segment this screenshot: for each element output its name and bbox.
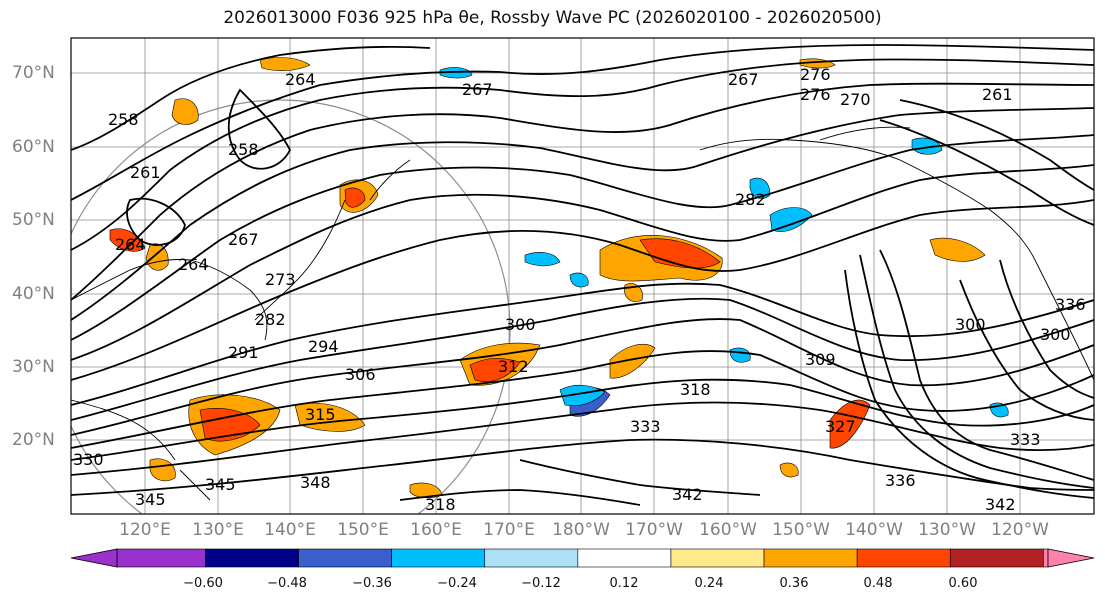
contour-label: 333 [1010,430,1041,449]
contour-label: 300 [505,315,536,334]
colorbar-tick-label: −0.48 [267,576,307,591]
coastlines [71,126,1094,501]
contour-label: 306 [345,365,376,384]
contour-label: 309 [805,350,836,369]
contour-label: 267 [462,80,493,99]
contour-label: 291 [228,343,259,362]
lon-label: 180°W [552,520,610,540]
contour-label: 345 [135,490,166,509]
lat-label: 30°N [12,357,55,377]
lon-label: 160°W [699,520,757,540]
contour-label: 267 [228,230,259,249]
contour-label: 261 [130,163,161,182]
colorbar-tick-label: 0.48 [863,576,893,591]
contour-label: 327 [825,417,856,436]
theta-e-contours [71,44,1094,506]
contour-label: 294 [308,337,339,356]
contour-label: 282 [735,190,766,209]
contour-label: 318 [425,495,456,514]
contour-labels: 264 258 258 261 264 267 273 282 291 294 … [73,65,1086,514]
lon-label: 130°W [918,520,976,540]
lat-label: 60°N [12,137,55,157]
range-circle [71,99,511,514]
colorbar-tick-label: −0.24 [437,576,477,591]
contour-label: 333 [630,417,661,436]
contour-label: 300 [955,315,986,334]
contour-label: 264 [285,70,316,89]
lat-label: 20°N [12,430,55,450]
lat-label: 50°N [12,210,55,230]
contour-label: 330 [73,450,104,469]
map-frame [70,37,1095,515]
contour-label: 345 [205,475,236,494]
lon-label: 140°E [264,520,316,540]
contour-label: 300 [1040,325,1071,344]
contour-label: 270 [840,90,871,109]
colorbar-tick-label: 0.36 [779,576,809,591]
contour-label: 342 [672,485,703,504]
lon-label: 140°W [845,520,903,540]
contour-label: 336 [885,471,916,490]
colorbar-tick-label: −0.60 [183,576,223,591]
contour-label: 258 [228,140,259,159]
colorbar-tick-label: −0.12 [521,576,561,591]
contour-label: 348 [300,473,331,492]
lon-label: 120°E [119,520,171,540]
lon-label: 130°E [192,520,244,540]
map-title: 2026013000 F036 925 hPa θe, Rossby Wave … [223,8,882,28]
contour-label: 315 [305,405,336,424]
contour-label: 282 [255,310,286,329]
contour-label: 273 [265,270,296,289]
contour-label: 267 [728,70,759,89]
contour-label: 264 [115,235,146,254]
contour-label: 276 [800,85,831,104]
lon-label: 120°W [991,520,1049,540]
lat-label: 70°N [12,63,55,83]
contour-label: 336 [1055,295,1086,314]
contour-label: 342 [985,495,1016,514]
lon-label: 150°W [772,520,830,540]
lon-label: 160°E [410,520,462,540]
contour-label: 312 [498,357,529,376]
colorbar-tick-label: 0.24 [694,576,724,591]
lon-label: 170°E [483,520,535,540]
lat-label: 40°N [12,284,55,304]
lon-label: 170°W [625,520,683,540]
contour-label: 264 [178,255,209,274]
lon-label: 150°E [337,520,389,540]
contour-label: 261 [982,85,1013,104]
colorbar-tick-label: 0.12 [609,576,639,591]
contour-label: 276 [800,65,831,84]
colorbar-tick-label: 0.60 [948,576,978,591]
shaded-anomalies [109,57,1009,499]
colorbar-tick-label: −0.36 [352,576,392,591]
contour-label: 318 [680,380,711,399]
contour-label: 258 [108,110,139,129]
